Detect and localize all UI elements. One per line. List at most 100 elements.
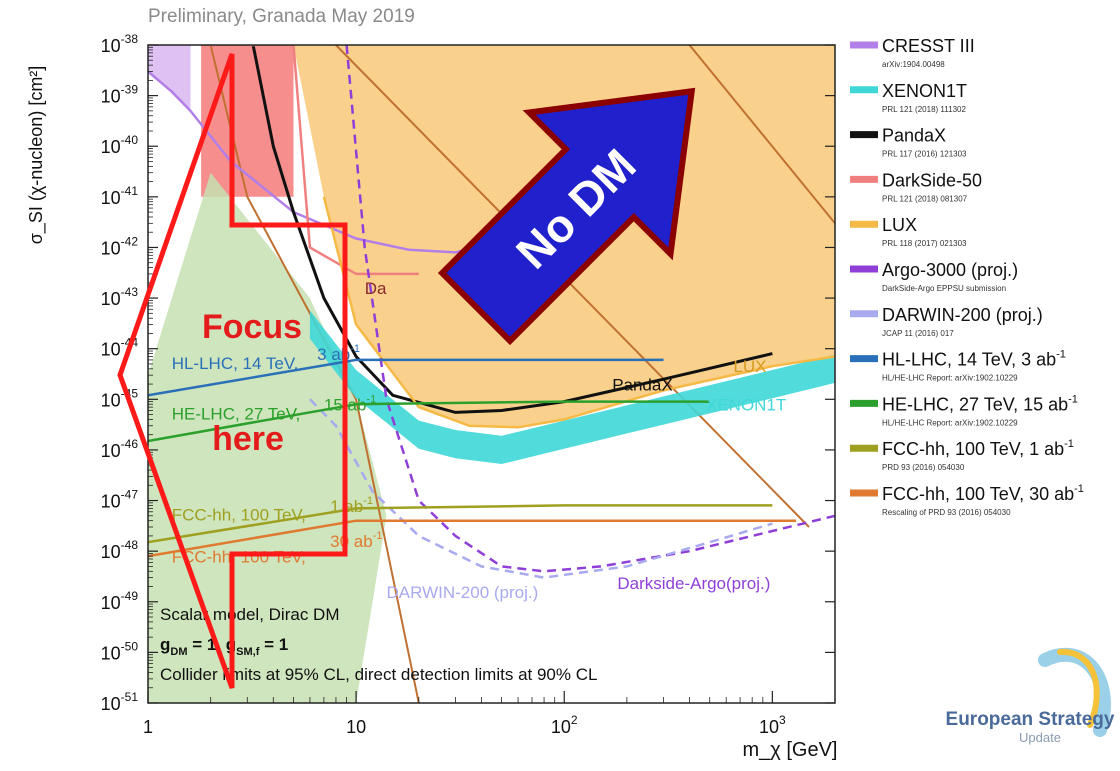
focus-arrow: Focus here (117, 53, 348, 689)
curve-label-30-ab: 30 ab-1 (330, 530, 382, 551)
y-tick-label: 10-43 (101, 285, 139, 309)
series-argo-3000-proj (345, 45, 835, 573)
curve-label-fcc-hh-100-tev: FCC-hh, 100 TeV, (172, 547, 306, 566)
legend: CRESST III arXiv:1904.00498 XENON1T PRL 121… (850, 36, 1084, 517)
mesh-line-2 (688, 45, 835, 224)
legend-label: Argo-3000 (proj.) (882, 260, 1018, 280)
legend-label: HL-LHC, 14 TeV, 3 ab-1 (882, 349, 1066, 370)
series-xenon1t-band (309, 310, 835, 464)
legend-label: CRESST III (882, 36, 975, 56)
y-tick-label: 10-38 (101, 32, 139, 56)
curve-label-darwin-200-proj: DARWIN-200 (proj.) (387, 583, 539, 602)
legend-label: DARWIN-200 (proj.) (882, 305, 1043, 325)
legend-entry-darwin-200-proj: DARWIN-200 (proj.) JCAP 11 (2016) 017 (850, 305, 1043, 338)
series-fcc-hh-100-tev-1-ab (148, 504, 773, 544)
x-tick-label: 10 (346, 717, 366, 737)
y-axis-label: σ_SI (χ-nucleon) [cm²] (26, 66, 47, 245)
legend-ref: PRD 93 (2016) 054030 (882, 463, 965, 472)
focus-arrow-outline (117, 53, 348, 689)
logo-line2: Update (1019, 730, 1061, 745)
focus-text: Focus (202, 308, 302, 346)
y-tick-label: 10-40 (101, 133, 139, 157)
legend-label: DarkSide-50 (882, 170, 982, 190)
legend-entry-hl-lhc-14-tev-3-ab: HL-LHC, 14 TeV, 3 ab-1 HL/HE-LHC Report: … (850, 349, 1066, 383)
y-tick-label: 10-45 (101, 386, 139, 410)
legend-label: FCC-hh, 100 TeV, 30 ab-1 (882, 483, 1084, 504)
x-tick-label: 1 (143, 717, 153, 737)
y-tick-label: 10-49 (101, 589, 139, 613)
curve-label-da: Da (365, 279, 387, 298)
y-tick-label: 10-47 (101, 488, 139, 512)
legend-label: HE-LHC, 27 TeV, 15 ab-1 (882, 393, 1078, 414)
legend-ref: PRL 118 (2017) 021303 (882, 239, 967, 248)
series-hl-lhc-14-tev-3-ab (148, 358, 664, 397)
x-tick-label: 102 (551, 713, 578, 737)
here-text: here (212, 420, 284, 458)
x-axis-label: m_χ [GeV] (743, 739, 838, 761)
coupling-end: = 1 (259, 635, 288, 654)
legend-entry-cresst-iii: CRESST III arXiv:1904.00498 (850, 36, 975, 69)
legend-entry-lux: LUX PRL 118 (2017) 021303 (850, 215, 967, 248)
curve-label-pandax: PandaX (612, 375, 673, 394)
model-label: Scalar model, Dirac DM (160, 605, 340, 624)
series-darwin-200-proj (309, 398, 773, 579)
y-tick-label: 10-46 (101, 437, 139, 461)
series-fcc-hh-100-tev-30-ab (148, 519, 797, 558)
series-lux (322, 196, 835, 429)
legend-ref: PRL 117 (2016) 121303 (882, 150, 967, 159)
legend-label: XENON1T (882, 81, 967, 101)
curve-label-he-lhc-27-tev: HE-LHC, 27 TeV, (172, 404, 301, 423)
curve-label-15-ab: 15 ab-1 (324, 394, 376, 415)
legend-entry-fcc-hh-100-tev-30-ab: FCC-hh, 100 TeV, 30 ab-1 Rescaling of PRD… (850, 483, 1084, 517)
mesh-lines (209, 45, 835, 703)
legend-label: FCC-hh, 100 TeV, 1 ab-1 (882, 438, 1074, 459)
cl-note: Collider limits at 95% CL, direct detect… (160, 665, 597, 684)
chart-title: Preliminary, Granada May 2019 (148, 6, 415, 27)
legend-entry-fcc-hh-100-tev-1-ab: FCC-hh, 100 TeV, 1 ab-1 PRD 93 (2016) 054… (850, 438, 1074, 472)
legend-ref: JCAP 11 (2016) 017 (882, 329, 954, 338)
series-darkside-50 (201, 45, 419, 276)
curve-label-xenon1t: XENON1T (706, 396, 786, 415)
legend-entry-he-lhc-27-tev-15-ab: HE-LHC, 27 TeV, 15 ab-1 HL/HE-LHC Report:… (850, 393, 1078, 427)
curve-label-3-ab: 3 ab-1 (317, 343, 360, 364)
legend-entry-xenon1t: XENON1T PRL 121 (2018) 111302 (850, 81, 967, 114)
series-pandax (251, 45, 773, 414)
legend-ref: HL/HE-LHC Report: arXiv:1902.10229 (882, 374, 1018, 383)
y-tick-label: 10-42 (101, 234, 139, 258)
coupling-g1: g (160, 635, 170, 654)
coupling-s1: DM (170, 646, 187, 658)
legend-ref: arXiv:1904.00498 (882, 60, 945, 69)
x-axis-ticks: 1 10 102 103 (143, 691, 786, 737)
series-he-lhc-27-tev-15-ab (148, 400, 710, 443)
curve-label-lux: LUX (733, 357, 766, 376)
logo-line1: European Strategy (946, 709, 1115, 730)
y-tick-label: 10-41 (101, 184, 139, 208)
no-dm-arrow-shape (437, 87, 696, 346)
region-collider-region (148, 172, 387, 703)
legend-ref: HL/HE-LHC Report: arXiv:1902.10229 (882, 418, 1018, 427)
x-tick-label: 103 (759, 713, 786, 737)
legend-label: PandaX (882, 126, 946, 146)
curve-label-fcc-hh-100-tev: FCC-hh, 100 TeV, (172, 506, 306, 525)
series-curves (148, 45, 835, 579)
mesh-line-1 (209, 45, 420, 703)
logo-swoosh-inner (1057, 648, 1100, 728)
y-tick-label: 10-48 (101, 538, 139, 562)
legend-ref: Rescaling of PRD 93 (2016) 054030 (882, 508, 1011, 517)
legend-entry-argo-3000-proj: Argo-3000 (proj.) DarkSide-Argo EPPSU sub… (850, 260, 1018, 293)
plot-frame (147, 44, 836, 704)
y-tick-label: 10-39 (101, 83, 139, 107)
legend-entry-darkside-50: DarkSide-50 PRL 121 (2018) 081307 (850, 170, 982, 203)
curve-label-hl-lhc-14-tev: HL-LHC, 14 TeV, (172, 354, 299, 373)
y-tick-label: 10-50 (101, 639, 139, 663)
region-cresst-iii-excluded (148, 45, 191, 111)
curve-label-darkside-argo-proj: Darkside-Argo(proj.) (617, 574, 770, 593)
y-tick-label: 10-51 (101, 690, 139, 714)
curve-labels: Da PandaX LUX XENON1T HL-LHC, 14 TeV, 3 ab-1 H… (172, 279, 787, 602)
legend-entry-pandax: PandaX PRL 117 (2016) 121303 (850, 126, 967, 159)
legend-ref: PRL 121 (2018) 111302 (882, 105, 966, 114)
legend-label: LUX (882, 215, 917, 235)
legend-ref: PRL 121 (2018) 081307 (882, 194, 968, 203)
legend-ref: DarkSide-Argo EPPSU submission (882, 284, 1006, 293)
